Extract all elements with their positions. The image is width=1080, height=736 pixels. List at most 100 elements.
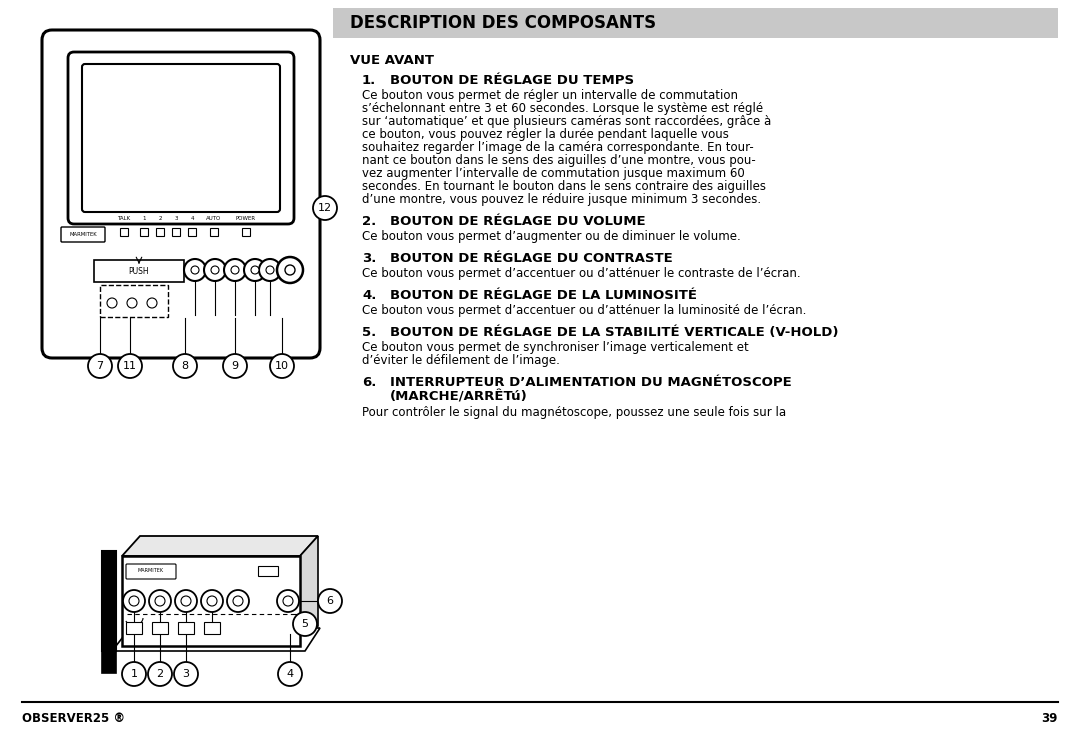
Text: Ce bouton vous permet d’accentuer ou d’atténuer le contraste de l’écran.: Ce bouton vous permet d’accentuer ou d’a… xyxy=(362,267,800,280)
Text: sur ‘automatique’ et que plusieurs caméras sont raccordées, grâce à: sur ‘automatique’ et que plusieurs camér… xyxy=(362,115,771,128)
Circle shape xyxy=(318,589,342,613)
Text: 8: 8 xyxy=(181,361,189,371)
Circle shape xyxy=(175,590,197,612)
Circle shape xyxy=(313,196,337,220)
Text: 5: 5 xyxy=(301,619,309,629)
Text: BOUTON DE RÉGLAGE DU CONTRASTE: BOUTON DE RÉGLAGE DU CONTRASTE xyxy=(390,252,673,265)
FancyBboxPatch shape xyxy=(126,564,176,579)
Circle shape xyxy=(184,259,206,281)
Text: nant ce bouton dans le sens des aiguilles d’une montre, vous pou-: nant ce bouton dans le sens des aiguille… xyxy=(362,154,756,167)
Circle shape xyxy=(107,298,117,308)
FancyBboxPatch shape xyxy=(333,8,1058,38)
Text: MARMITEK: MARMITEK xyxy=(138,568,164,573)
FancyBboxPatch shape xyxy=(82,64,280,212)
Text: BOUTON DE RÉGLAGE DU VOLUME: BOUTON DE RÉGLAGE DU VOLUME xyxy=(390,215,646,228)
Text: 2.: 2. xyxy=(362,215,376,228)
Circle shape xyxy=(149,590,171,612)
Polygon shape xyxy=(122,536,318,556)
Text: 7: 7 xyxy=(96,361,104,371)
Text: BOUTON DE RÉGLAGE DU TEMPS: BOUTON DE RÉGLAGE DU TEMPS xyxy=(390,74,634,87)
FancyBboxPatch shape xyxy=(94,260,184,282)
Circle shape xyxy=(278,662,302,686)
Circle shape xyxy=(173,354,197,378)
Circle shape xyxy=(293,612,318,636)
Text: 2: 2 xyxy=(159,216,162,221)
Text: 2: 2 xyxy=(157,669,163,679)
Text: s’échelonnant entre 3 et 60 secondes. Lorsque le système est réglé: s’échelonnant entre 3 et 60 secondes. Lo… xyxy=(362,102,764,115)
Circle shape xyxy=(181,596,191,606)
Text: Ce bouton vous permet de synchroniser l’image verticalement et: Ce bouton vous permet de synchroniser l’… xyxy=(362,341,748,354)
FancyBboxPatch shape xyxy=(122,556,300,646)
Circle shape xyxy=(231,266,239,274)
FancyBboxPatch shape xyxy=(140,228,148,236)
Text: 6.: 6. xyxy=(362,376,376,389)
Text: 3: 3 xyxy=(183,669,189,679)
Text: VUE AVANT: VUE AVANT xyxy=(350,54,434,67)
Text: BOUTON DE RÉGLAGE DE LA STABILITÉ VERTICALE (V-HOLD): BOUTON DE RÉGLAGE DE LA STABILITÉ VERTIC… xyxy=(390,326,838,339)
Text: vez augmenter l’intervalle de commutation jusque maximum 60: vez augmenter l’intervalle de commutatio… xyxy=(362,167,745,180)
FancyBboxPatch shape xyxy=(68,52,294,224)
Text: BOUTON DE RÉGLAGE DE LA LUMINOSITÉ: BOUTON DE RÉGLAGE DE LA LUMINOSITÉ xyxy=(390,289,697,302)
FancyBboxPatch shape xyxy=(152,622,168,634)
Circle shape xyxy=(276,257,303,283)
Circle shape xyxy=(251,266,259,274)
Text: TALK: TALK xyxy=(118,216,131,221)
Text: 1.: 1. xyxy=(362,74,376,87)
Text: INTERRUPTEUR D’ALIMENTATION DU MAGNÉTOSCOPE: INTERRUPTEUR D’ALIMENTATION DU MAGNÉTOSC… xyxy=(390,376,792,389)
Circle shape xyxy=(233,596,243,606)
Circle shape xyxy=(201,590,222,612)
Text: d’une montre, vous pouvez le réduire jusque minimum 3 secondes.: d’une montre, vous pouvez le réduire jus… xyxy=(362,193,761,206)
Text: 12: 12 xyxy=(318,203,332,213)
FancyBboxPatch shape xyxy=(120,228,129,236)
FancyBboxPatch shape xyxy=(210,228,218,236)
FancyBboxPatch shape xyxy=(188,228,195,236)
Text: 1: 1 xyxy=(143,216,146,221)
FancyBboxPatch shape xyxy=(42,30,320,358)
Circle shape xyxy=(222,354,247,378)
FancyBboxPatch shape xyxy=(156,228,164,236)
Text: POWER: POWER xyxy=(235,216,256,221)
Text: PUSH: PUSH xyxy=(129,266,149,275)
Text: Ce bouton vous permet d’accentuer ou d’atténuer la luminosité de l’écran.: Ce bouton vous permet d’accentuer ou d’a… xyxy=(362,304,807,317)
Polygon shape xyxy=(300,536,318,646)
Circle shape xyxy=(224,259,246,281)
Polygon shape xyxy=(112,628,320,651)
FancyBboxPatch shape xyxy=(102,551,116,651)
Circle shape xyxy=(204,259,226,281)
Text: DESCRIPTION DES COMPOSANTS: DESCRIPTION DES COMPOSANTS xyxy=(350,14,657,32)
Circle shape xyxy=(129,596,139,606)
FancyBboxPatch shape xyxy=(178,622,194,634)
Circle shape xyxy=(270,354,294,378)
Circle shape xyxy=(156,596,165,606)
Text: 4.: 4. xyxy=(362,289,376,302)
FancyBboxPatch shape xyxy=(242,228,249,236)
Text: 9: 9 xyxy=(231,361,239,371)
Circle shape xyxy=(174,662,198,686)
Text: Ce bouton vous permet d’augmenter ou de diminuer le volume.: Ce bouton vous permet d’augmenter ou de … xyxy=(362,230,741,243)
Text: Pour contrôler le signal du magnétoscope, poussez une seule fois sur la: Pour contrôler le signal du magnétoscope… xyxy=(362,406,786,419)
Text: Ce bouton vous permet de régler un intervalle de commutation: Ce bouton vous permet de régler un inter… xyxy=(362,89,738,102)
Circle shape xyxy=(259,259,281,281)
Circle shape xyxy=(266,266,274,274)
FancyBboxPatch shape xyxy=(204,622,220,634)
Text: 3.: 3. xyxy=(362,252,376,265)
Text: ce bouton, vous pouvez régler la durée pendant laquelle vous: ce bouton, vous pouvez régler la durée p… xyxy=(362,128,729,141)
Circle shape xyxy=(123,590,145,612)
Circle shape xyxy=(127,298,137,308)
Circle shape xyxy=(227,590,249,612)
FancyBboxPatch shape xyxy=(102,651,116,673)
Text: 11: 11 xyxy=(123,361,137,371)
Circle shape xyxy=(148,662,172,686)
Circle shape xyxy=(122,662,146,686)
Text: d’éviter le défilement de l’image.: d’éviter le défilement de l’image. xyxy=(362,354,559,367)
Text: AUTO: AUTO xyxy=(206,216,221,221)
Text: 6: 6 xyxy=(326,596,334,606)
Circle shape xyxy=(211,266,219,274)
Circle shape xyxy=(285,265,295,275)
Text: 39: 39 xyxy=(1041,712,1058,724)
FancyBboxPatch shape xyxy=(60,227,105,242)
Text: OBSERVER25 ®: OBSERVER25 ® xyxy=(22,712,125,724)
Text: 3: 3 xyxy=(174,216,178,221)
Text: 4: 4 xyxy=(190,216,193,221)
Circle shape xyxy=(207,596,217,606)
